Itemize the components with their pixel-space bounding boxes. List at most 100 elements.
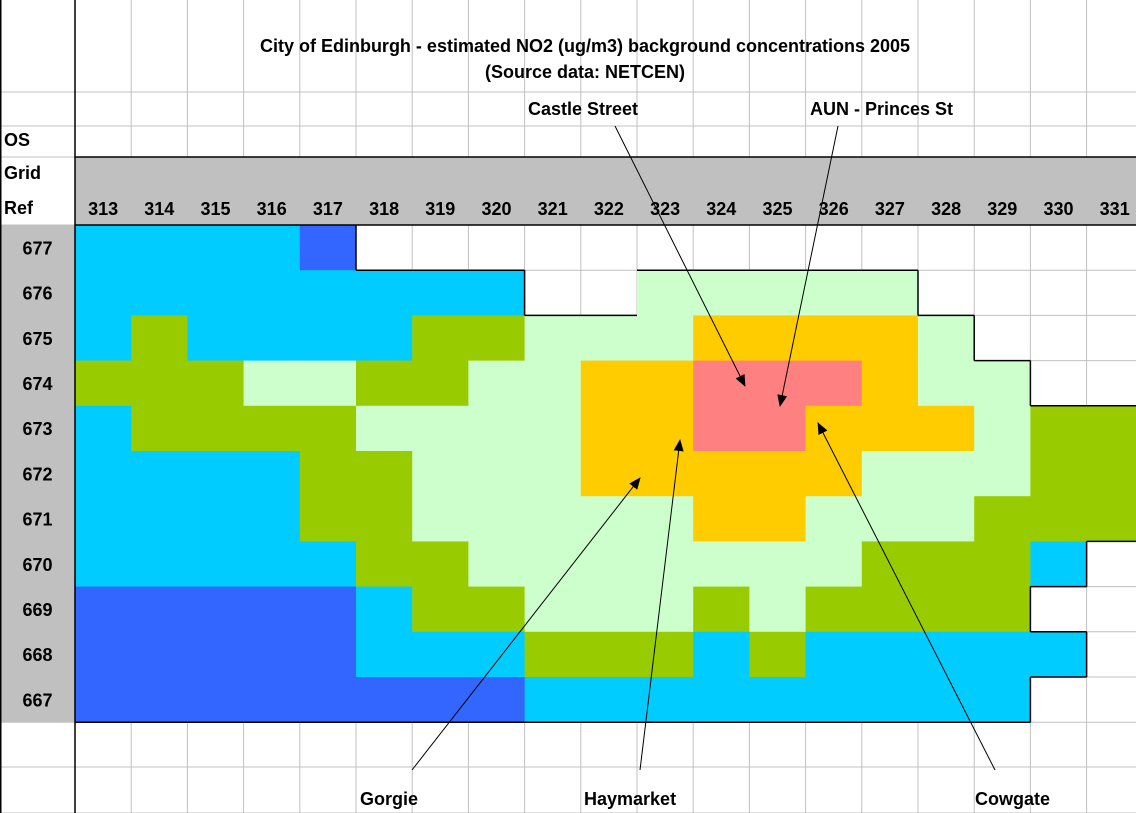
map-cell	[412, 270, 469, 316]
map-cell	[299, 451, 357, 497]
column-label: 320	[481, 199, 511, 219]
column-label: 324	[706, 199, 736, 219]
map-cell	[75, 405, 132, 452]
map-cell	[637, 270, 694, 316]
map-cell	[187, 631, 245, 678]
map-cell	[356, 586, 413, 633]
map-cell	[468, 315, 526, 362]
map-cell	[75, 631, 132, 678]
map-cell	[187, 586, 245, 633]
map-cell	[131, 631, 188, 678]
map-cell	[131, 360, 188, 407]
header-label: OS	[4, 130, 30, 150]
map-cell	[187, 677, 245, 723]
row-label: 673	[22, 419, 52, 439]
map-cell	[187, 315, 245, 362]
annotation-arrow	[817, 422, 996, 771]
map-cell	[299, 677, 357, 723]
column-label: 318	[369, 199, 399, 219]
map-cell	[693, 677, 750, 723]
map-cell	[974, 631, 1031, 678]
row-label: 667	[22, 690, 52, 710]
map-cell	[299, 541, 357, 588]
map-cell	[243, 677, 301, 723]
map-cell	[1030, 451, 1088, 497]
map-cell	[1086, 451, 1136, 497]
map-cell	[580, 631, 638, 678]
map-cell	[974, 360, 1031, 407]
map-cell	[468, 541, 526, 588]
column-label: 326	[819, 199, 849, 219]
map-cell	[974, 541, 1031, 588]
map-cell	[637, 586, 694, 633]
map-cell	[918, 496, 975, 542]
column-label: 327	[875, 199, 905, 219]
map-cell	[805, 405, 863, 452]
map-cell	[637, 315, 694, 362]
map-cell	[749, 496, 807, 542]
map-cell	[187, 360, 245, 407]
map-cell	[187, 270, 245, 316]
map-cell	[974, 405, 1031, 452]
map-cell	[299, 496, 357, 542]
map-cell	[356, 405, 413, 452]
map-cell	[412, 360, 469, 407]
map-cell	[75, 496, 132, 542]
map-cell	[749, 315, 807, 362]
column-label: 319	[425, 199, 455, 219]
map-cell	[974, 586, 1031, 633]
map-cell	[805, 270, 863, 316]
column-label: 314	[144, 199, 174, 219]
header-label: Ref	[4, 198, 34, 218]
map-cell	[356, 451, 413, 497]
column-label: 321	[538, 199, 568, 219]
map-cell	[749, 360, 807, 407]
column-label: 325	[762, 199, 792, 219]
map-cell	[693, 586, 750, 633]
map-cell	[524, 405, 582, 452]
map-cell	[299, 631, 357, 678]
map-cell	[580, 586, 638, 633]
row-label: 668	[22, 645, 52, 665]
map-cell	[356, 677, 413, 723]
map-cell	[1086, 405, 1136, 452]
map-cell	[131, 315, 188, 362]
cell-layer	[75, 225, 1136, 723]
map-cell	[131, 541, 188, 588]
map-cell	[861, 496, 919, 542]
row-label: 671	[22, 510, 52, 530]
map-cell	[356, 631, 413, 678]
map-cell	[356, 541, 413, 588]
map-cell	[580, 496, 638, 542]
map-cell	[412, 405, 469, 452]
map-cell	[356, 270, 413, 316]
map-cell	[75, 677, 132, 723]
map-cell	[1030, 541, 1088, 588]
map-cell	[918, 631, 975, 678]
map-cell	[131, 405, 188, 452]
map-cell	[861, 270, 919, 316]
map-cell	[580, 451, 638, 497]
column-label: 316	[257, 199, 287, 219]
map-cell	[637, 631, 694, 678]
map-cell	[805, 451, 863, 497]
map-cell	[187, 451, 245, 497]
map-cell	[974, 451, 1031, 497]
map-cell	[243, 586, 301, 633]
annotation-arrow	[614, 125, 746, 387]
annotation-label: Gorgie	[360, 789, 418, 809]
background-layer	[0, 157, 1136, 723]
row-label: 675	[22, 329, 52, 349]
map-cell	[243, 405, 301, 452]
map-cell	[356, 496, 413, 542]
map-cell	[412, 315, 469, 362]
map-cell	[805, 631, 863, 678]
map-cell	[524, 451, 582, 497]
column-label: 331	[1100, 199, 1130, 219]
map-cell	[693, 405, 750, 452]
map-cell	[749, 270, 807, 316]
map-cell	[637, 360, 694, 407]
arrow-layer	[411, 125, 996, 771]
column-label: 322	[594, 199, 624, 219]
map-cell	[412, 631, 469, 678]
